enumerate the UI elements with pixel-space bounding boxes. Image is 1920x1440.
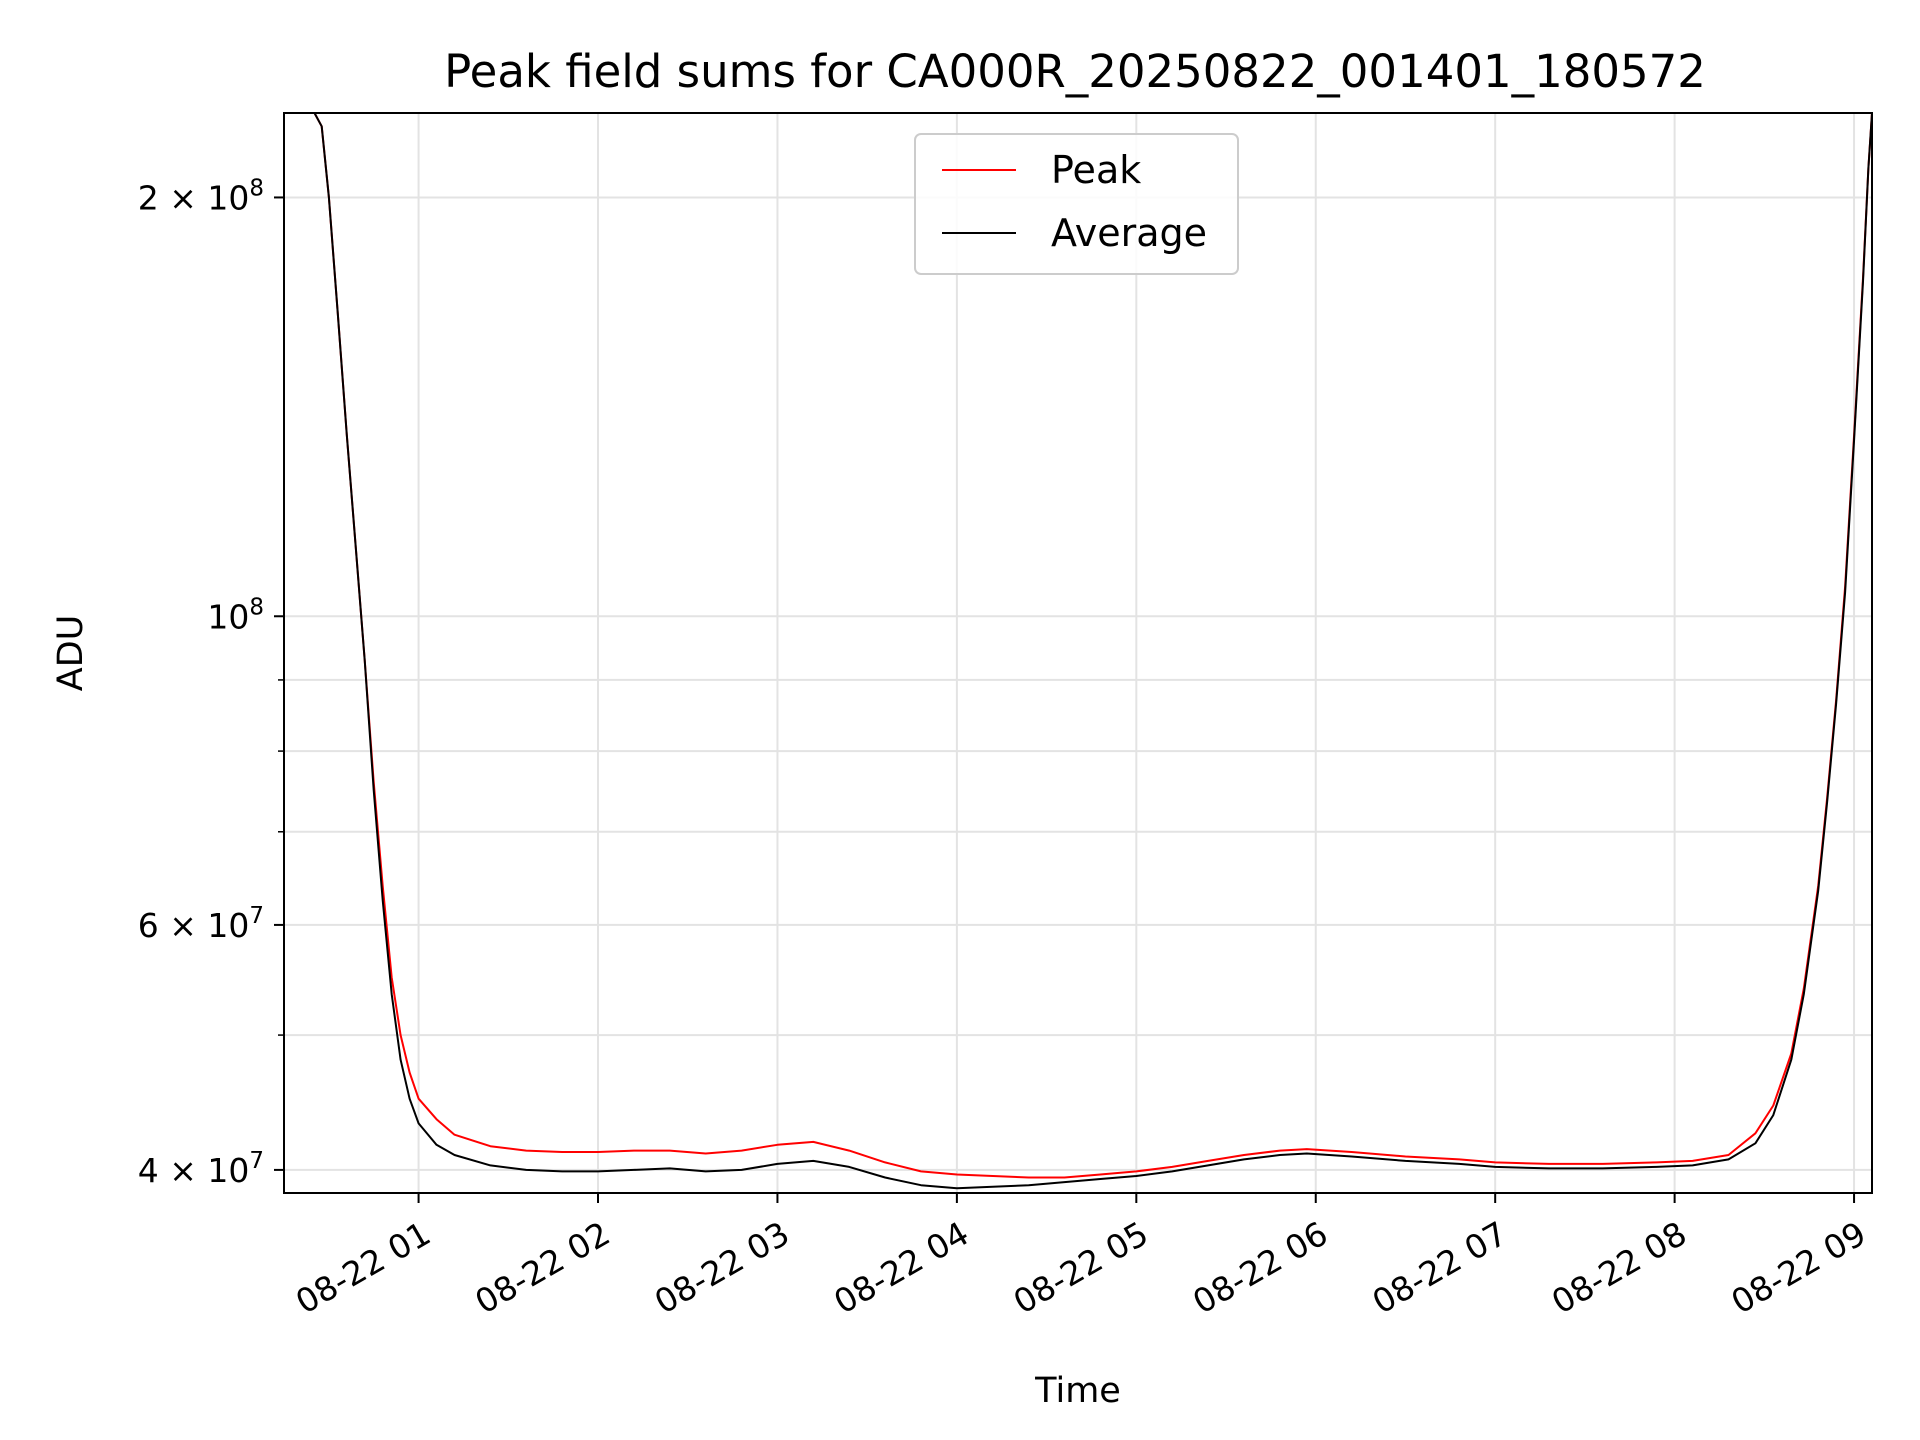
- chart-title: Peak field sums for CA000R_20250822_0014…: [444, 45, 1706, 98]
- legend-label-average: Average: [1051, 211, 1207, 255]
- y-axis-label: ADU: [51, 615, 91, 692]
- y-tick-label: 2 × 108: [138, 175, 264, 217]
- y-tick-label: 4 × 107: [138, 1148, 264, 1190]
- series-lines: [284, 113, 1872, 1190]
- y-tick-label: 108: [207, 594, 264, 636]
- plot-area-frame: [283, 112, 1873, 1194]
- chart-legend: Peak Average: [914, 133, 1239, 275]
- x-axis-label: Time: [1034, 1371, 1121, 1411]
- legend-label-peak: Peak: [1051, 148, 1141, 192]
- y-tick-label: 6 × 107: [138, 903, 264, 945]
- series-line-average: [284, 113, 1872, 1190]
- series-line-peak: [284, 113, 1872, 1179]
- grid-lines: [284, 113, 1872, 1193]
